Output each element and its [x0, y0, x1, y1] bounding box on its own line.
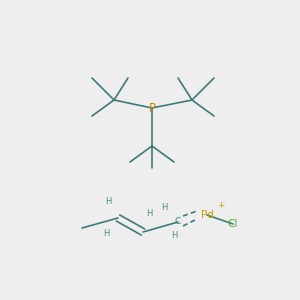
Text: Pd: Pd: [201, 210, 213, 220]
Text: +: +: [217, 200, 225, 209]
Text: H: H: [171, 232, 177, 241]
Text: H: H: [161, 203, 167, 212]
Text: H: H: [105, 197, 111, 206]
Text: H: H: [103, 230, 109, 238]
Text: H: H: [146, 209, 152, 218]
Text: Cl: Cl: [228, 219, 238, 229]
Text: C: C: [175, 218, 181, 226]
Text: P: P: [148, 101, 155, 115]
